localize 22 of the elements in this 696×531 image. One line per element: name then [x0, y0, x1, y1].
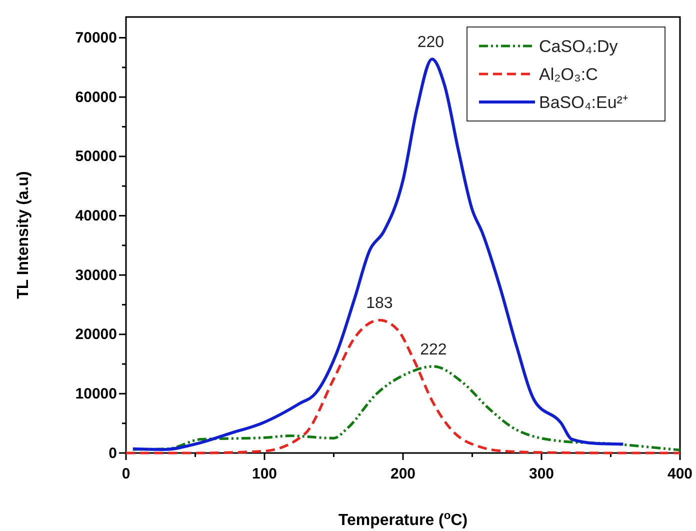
y-tick-label: 30000: [75, 266, 117, 284]
x-tick-label: 200: [390, 466, 416, 482]
legend-label: Al₂O₃:C: [539, 65, 598, 84]
y-axis-title: TL Intensity (a.u): [15, 171, 32, 299]
annotation: 222: [420, 341, 447, 358]
x-tick-label: 0: [122, 466, 130, 482]
x-tick-label: 300: [528, 466, 554, 482]
x-tick-label: 400: [667, 466, 693, 482]
y-tick-label: 0: [108, 444, 117, 462]
y-tick-label: 70000: [75, 30, 117, 47]
y-tick-label: 40000: [75, 208, 117, 225]
y-tick-label: 50000: [75, 148, 117, 166]
annotation: 183: [366, 295, 393, 312]
annotation: 220: [417, 34, 444, 52]
x-axis-title: Temperature ($^{o}$C): [338, 510, 468, 529]
y-tick-label: 10000: [75, 385, 117, 402]
y-tick-label: 60000: [75, 88, 117, 106]
legend-label: CaSO₄:Dy: [539, 37, 618, 56]
legend-label: BaSO₄:Eu²⁺: [539, 93, 628, 112]
x-tick-label: 100: [252, 466, 278, 482]
line-series: [124, 318, 682, 454]
y-tick-label: 20000: [75, 326, 117, 344]
